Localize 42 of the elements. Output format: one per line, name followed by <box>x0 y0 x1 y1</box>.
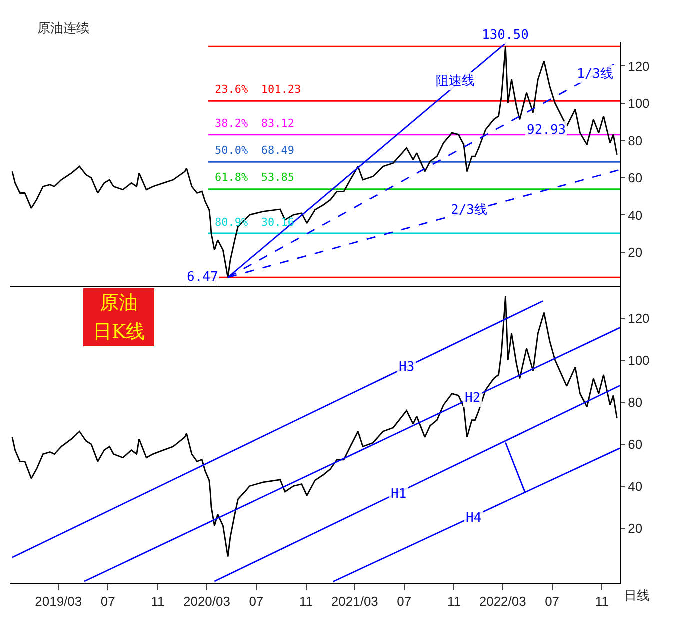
x-tick-label: 07 <box>100 594 116 610</box>
x-tick-label: 07 <box>397 594 412 610</box>
chart-title: 原油连续 <box>37 22 90 37</box>
x-tick-label: 11 <box>595 594 609 610</box>
ref-line-label: 23.6% 101.23 <box>215 83 302 96</box>
y-tick-label: 120 <box>628 58 650 74</box>
y-tick-label: 100 <box>628 96 650 112</box>
x-tick-label: 07 <box>545 594 560 610</box>
annotation: 130.50 <box>482 28 529 43</box>
x-tick-label: 2020/03 <box>183 594 230 610</box>
y-tick-label: 100 <box>628 353 650 368</box>
y-tick-label: 120 <box>628 311 650 326</box>
x-tick-label: 2022/03 <box>479 594 526 610</box>
annotation: 2/3线 <box>451 203 488 218</box>
annotation: 日K线 <box>92 321 146 343</box>
y-tick-label: 20 <box>628 520 643 536</box>
annotation: 1/3线 <box>577 67 614 82</box>
x-tick-label: 11 <box>300 594 314 610</box>
annotation: H2 <box>465 391 481 406</box>
y-tick-label: 80 <box>628 395 643 410</box>
annotation: 6.47 <box>187 270 218 285</box>
ref-line-label: 50.0% 68.49 <box>215 144 294 157</box>
y-tick-label: 40 <box>628 478 643 494</box>
annotation: H3 <box>399 360 415 375</box>
y-tick-label: 60 <box>628 437 643 452</box>
annotation: H1 <box>391 487 407 502</box>
y-tick-label: 40 <box>628 208 643 223</box>
annotation: H4 <box>466 511 482 526</box>
ref-line-label: 38.2% 83.12 <box>215 117 294 130</box>
annotation: 原油 <box>100 292 138 314</box>
x-tick-label: 07 <box>249 594 264 610</box>
annotation: 92.93 <box>527 123 566 138</box>
text: 日线 <box>624 589 650 604</box>
y-tick-label: 20 <box>628 245 643 260</box>
ref-line-label: 61.8% 53.85 <box>215 171 294 184</box>
x-tick-label: 11 <box>447 594 461 610</box>
x-tick-label: 2019/03 <box>35 594 82 610</box>
x-tick-label: 2021/03 <box>331 594 378 610</box>
y-tick-label: 80 <box>628 133 643 148</box>
x-tick-label: 11 <box>151 594 165 610</box>
y-tick-label: 60 <box>628 170 643 186</box>
annotation: 阻速线 <box>436 74 475 89</box>
